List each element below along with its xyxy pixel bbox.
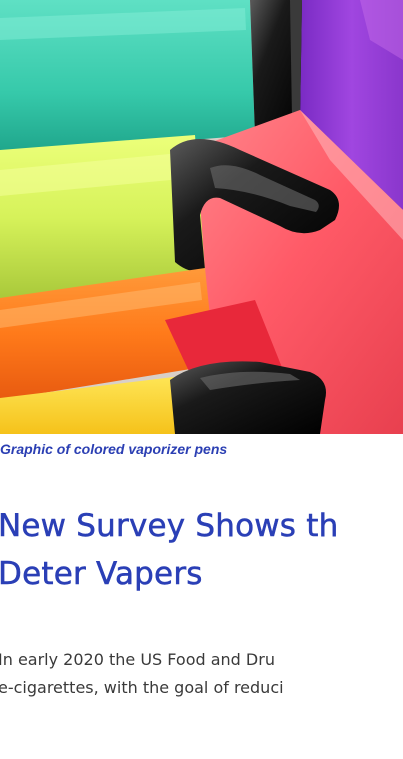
yellow-pen xyxy=(0,372,220,434)
article-body: In early 2020 the US Food and Dru e-ciga… xyxy=(0,646,403,702)
image-caption: Graphic of colored vaporizer pens xyxy=(0,441,228,457)
hero-image xyxy=(0,0,403,434)
purple-pen xyxy=(300,0,403,210)
body-line: In early 2020 the US Food and Dru xyxy=(0,650,275,669)
teal-pen xyxy=(0,0,255,155)
headline-line: New Survey Shows th xyxy=(0,508,339,545)
vaporizer-pens-illustration xyxy=(0,0,403,434)
headline-line: Deter Vapers xyxy=(0,556,203,593)
body-line: e-cigarettes, with the goal of reduci xyxy=(0,678,284,697)
article-headline[interactable]: New Survey Shows th Deter Vapers xyxy=(0,502,403,598)
